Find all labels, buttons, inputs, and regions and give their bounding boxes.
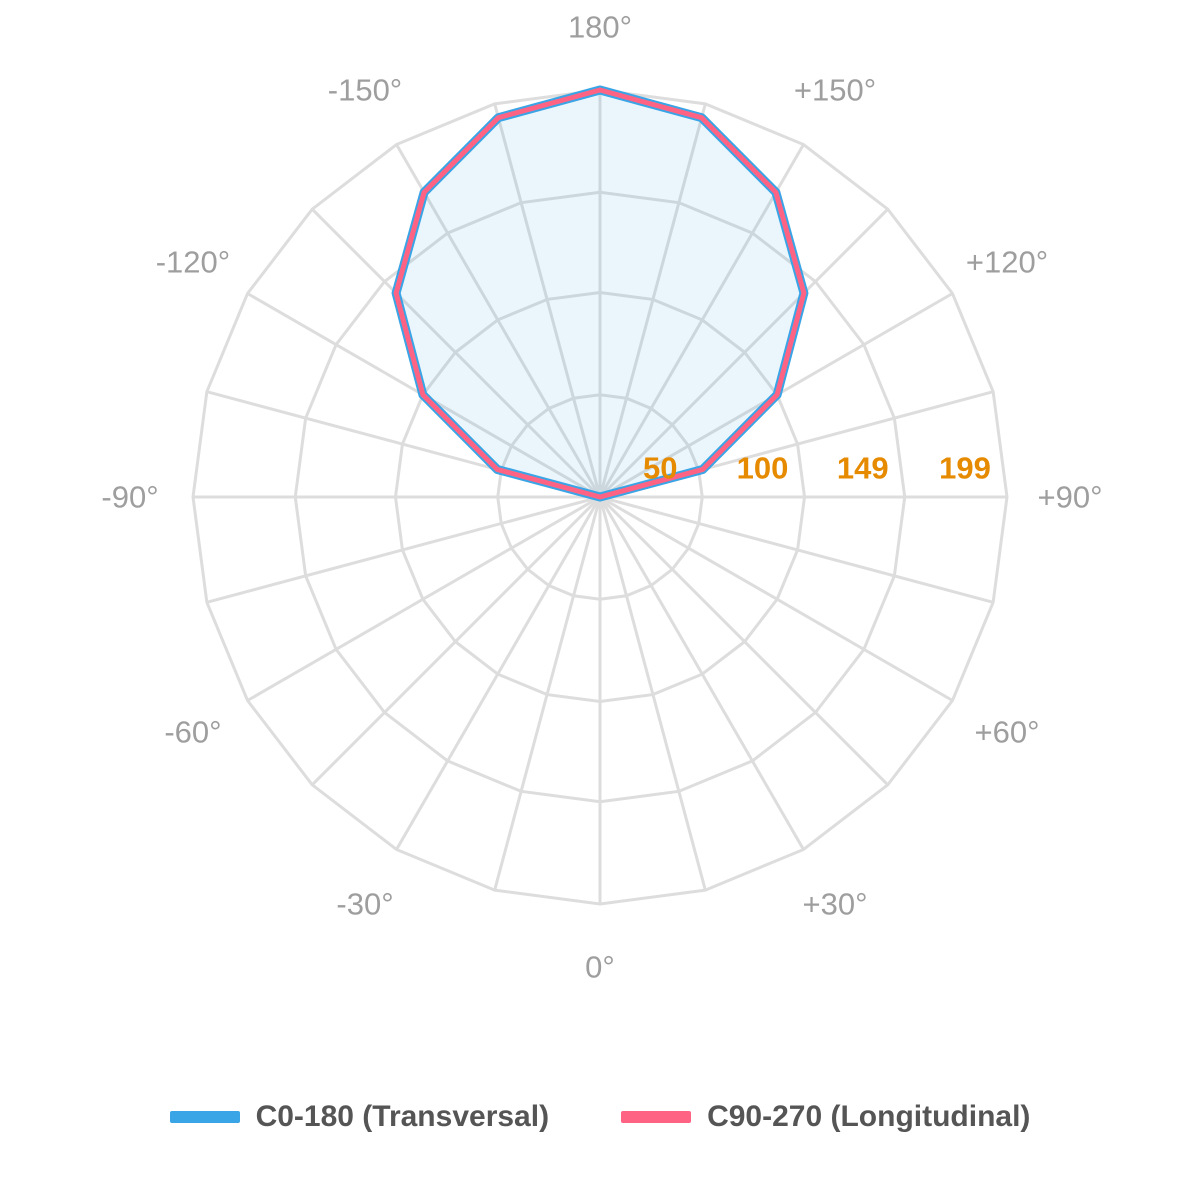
grid-spoke-15 — [311, 208, 602, 499]
grid-spoke-20 — [246, 495, 601, 702]
angle-label: +150° — [794, 72, 876, 107]
legend-swatch-longitudinal — [621, 1111, 692, 1123]
grid-spoke-9 — [598, 208, 889, 499]
legend-item-transversal[interactable]: C0-180 (Transversal) — [169, 1100, 550, 1134]
legend-item-longitudinal[interactable]: C90-270 (Longitudinal) — [621, 1100, 1030, 1134]
series-group — [391, 85, 809, 502]
angle-label: 0° — [585, 950, 615, 985]
grid-spoke-1 — [598, 496, 707, 891]
angle-label: -150° — [328, 72, 402, 107]
radial-tick-label: 149 — [837, 451, 889, 486]
angle-label: +120° — [966, 245, 1048, 280]
radial-tick-label: 199 — [939, 451, 991, 486]
grid-spoke-2 — [598, 496, 805, 851]
angle-label: -60° — [164, 715, 221, 750]
radial-tick-label: 50 — [643, 451, 677, 486]
grid-spoke-3 — [598, 495, 889, 786]
legend: C0-180 (Transversal) C90-270 (Longitudin… — [0, 1100, 1200, 1134]
grid-spoke-11 — [598, 103, 707, 498]
legend-swatch-transversal — [169, 1111, 240, 1123]
grid-spoke-10 — [598, 143, 805, 498]
angle-label: +30° — [803, 887, 868, 922]
grid-spoke-13 — [493, 103, 602, 498]
series-line-0 — [391, 85, 809, 502]
grid-spoke-4 — [599, 495, 954, 702]
grid-spoke-14 — [395, 143, 602, 498]
radial-tick-label: 100 — [737, 451, 789, 486]
grid-spoke-23 — [493, 496, 602, 891]
angle-label: +90° — [1038, 480, 1103, 515]
legend-label-transversal: C0-180 (Transversal) — [255, 1100, 550, 1133]
series-line-1 — [393, 87, 807, 500]
angle-label: 180° — [568, 10, 632, 45]
label-group: 0° +30° +60° +90° +120° +150° 180° -150° -120° -9… — [101, 10, 1102, 985]
angle-label: -120° — [156, 245, 230, 280]
grid-spoke-5 — [599, 495, 994, 604]
legend-label-longitudinal: C90-270 (Longitudinal) — [707, 1100, 1031, 1133]
angle-label: +60° — [975, 715, 1040, 750]
grid-spoke-21 — [311, 495, 602, 786]
grid-spoke-22 — [395, 496, 602, 851]
grid-spoke-19 — [206, 495, 601, 604]
angle-label: -30° — [336, 887, 393, 922]
angle-label: -90° — [101, 480, 158, 515]
polar-chart: 0° +30° +60° +90° +120° +150° 180° -150° -120° -9… — [101, 10, 1102, 985]
